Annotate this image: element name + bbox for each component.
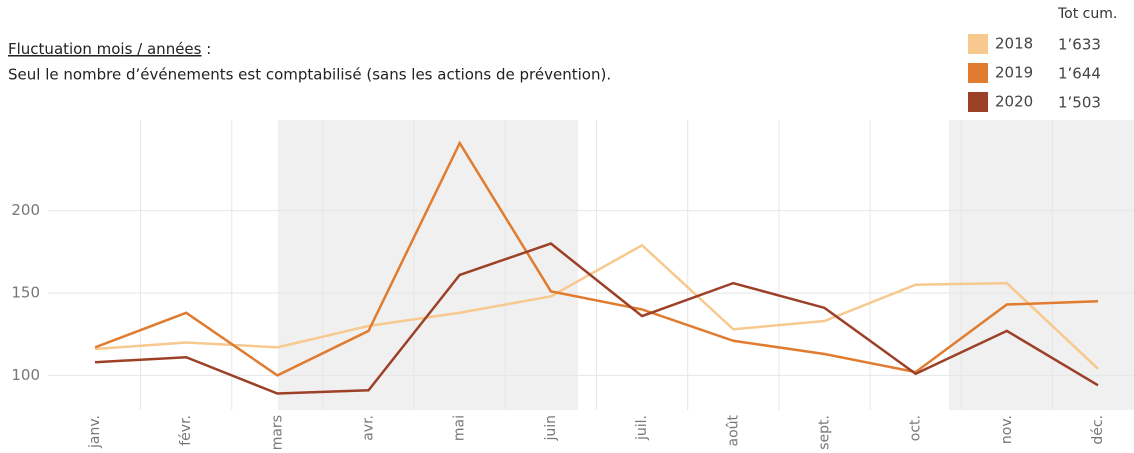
x-tick-label: août [725, 414, 741, 446]
legend-total: 1’633 [1058, 36, 1101, 54]
legend-total: 1’644 [1058, 65, 1101, 83]
chart-title: Fluctuation mois / années [8, 40, 202, 58]
shade-region [278, 120, 578, 410]
x-tick-label: févr. [178, 415, 194, 446]
x-tick-label: juin [543, 415, 559, 442]
x-tick-label: mai [452, 415, 468, 441]
legend-label: 2020 [995, 93, 1033, 111]
x-tick-label: sept. [816, 415, 832, 450]
shade-region [949, 120, 1134, 410]
line-series [94, 243, 1099, 370]
x-tick-label: mars [269, 415, 285, 450]
legend-header: Tot cum. [1057, 6, 1117, 22]
legend-swatch [968, 92, 988, 112]
x-tick-label: déc. [1090, 415, 1106, 445]
legend-label: 2018 [995, 35, 1033, 53]
legend-total: 1’503 [1058, 94, 1101, 112]
x-tick-label: nov. [999, 415, 1015, 444]
x-tick-label: oct. [908, 415, 924, 441]
y-tick-label: 200 [11, 201, 40, 219]
x-tick-label: janv. [87, 415, 103, 449]
y-tick-label: 100 [11, 366, 40, 384]
legend-swatch [968, 34, 988, 54]
line-series [94, 242, 1099, 395]
chart-title-suffix: : [201, 40, 211, 58]
x-tick-label: avr. [361, 415, 377, 441]
line-series [94, 140, 1099, 377]
legend-label: 2019 [995, 64, 1033, 82]
x-tick-label: juil. [634, 415, 650, 441]
chart-subtitle: Seul le nombre d’événements est comptabi… [8, 66, 611, 84]
legend-swatch [968, 63, 988, 83]
y-tick-label: 150 [11, 284, 40, 302]
chart-title-group: Fluctuation mois / années : [8, 40, 211, 58]
